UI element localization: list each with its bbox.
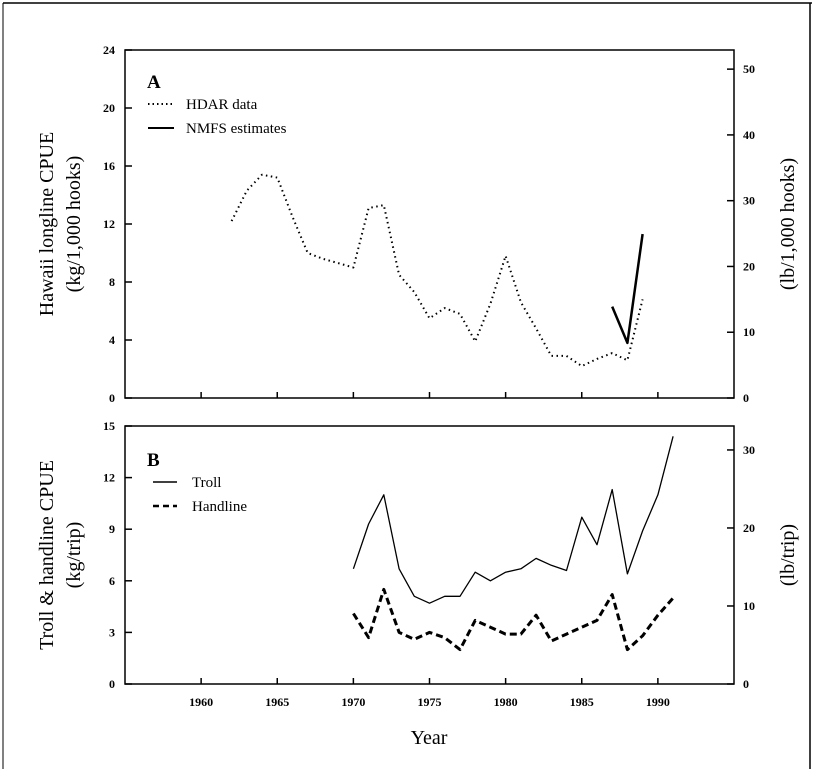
- panel-a-letter: A: [147, 72, 161, 93]
- x-tick-label: 1980: [494, 695, 518, 709]
- right-tick-label: 20: [743, 521, 755, 535]
- panel-b-y2label: (lb/trip): [777, 524, 799, 586]
- panel-b-ylabel-line1: Troll & handline CPUE: [36, 460, 58, 650]
- left-tick-label: 12: [103, 471, 115, 485]
- legend-troll-label: Troll: [192, 475, 221, 491]
- x-tick-label: 1990: [646, 695, 670, 709]
- panel-b-x-ticks: 1960 1965 1970 1975 1980 1985 1990: [189, 392, 670, 709]
- left-tick-label: 4: [109, 333, 115, 347]
- panel-a: A HDAR data NMFS estimates 0 4 8 12 16 20 24 0…: [36, 43, 799, 405]
- right-tick-label: 10: [743, 325, 755, 339]
- series-line-handline: [352, 587, 675, 652]
- left-tick-label: 12: [103, 217, 115, 231]
- left-tick-label: 0: [109, 677, 115, 691]
- left-tick-label: 15: [103, 419, 115, 433]
- left-tick-label: 24: [103, 43, 115, 57]
- left-tick-label: 8: [109, 275, 115, 289]
- x-tick-label: 1975: [418, 695, 442, 709]
- panel-a-ylabel-line2: (kg/1,000 hooks): [63, 156, 85, 293]
- panel-a-y2label: (lb/1,000 hooks): [777, 158, 799, 290]
- right-tick-label: 40: [743, 128, 755, 142]
- panel-b-ylabel-line2: (kg/trip): [63, 522, 85, 589]
- right-tick-label: 10: [743, 599, 755, 613]
- panel-b-left-ticks: 0 3 6 9 12 15: [103, 419, 132, 691]
- x-tick-label: 1960: [189, 695, 213, 709]
- series-line-troll: [352, 436, 674, 604]
- left-tick-label: 6: [109, 574, 115, 588]
- right-tick-label: 30: [743, 194, 755, 208]
- x-tick-label: 1985: [570, 695, 594, 709]
- legend-hdar-label: HDAR data: [186, 97, 258, 113]
- legend-handline-label: Handline: [192, 499, 247, 515]
- left-tick-label: 0: [109, 391, 115, 405]
- right-tick-label: 0: [743, 677, 749, 691]
- right-tick-label: 0: [743, 391, 749, 405]
- left-tick-label: 20: [103, 101, 115, 115]
- left-tick-label: 3: [109, 625, 115, 639]
- series-line-nmfs-estimates: [611, 233, 644, 345]
- panel-a-legend: HDAR data NMFS estimates: [148, 97, 287, 137]
- x-axis-label: Year: [411, 727, 448, 749]
- panel-b-legend: Troll Handline: [153, 475, 247, 515]
- panel-a-ylabel-line1: Hawaii longline CPUE: [36, 132, 58, 316]
- panel-b-letter: B: [147, 450, 160, 471]
- left-tick-label: 16: [103, 159, 115, 173]
- panel-a-left-ticks: 0 4 8 12 16 20 24: [103, 43, 132, 405]
- series-line-hdar-data: [230, 173, 644, 368]
- panel-b-series: [352, 436, 675, 652]
- right-tick-label: 30: [743, 443, 755, 457]
- right-tick-label: 20: [743, 259, 755, 273]
- panel-a-series: [230, 173, 644, 368]
- x-tick-label: 1965: [265, 695, 289, 709]
- left-tick-label: 9: [109, 522, 115, 536]
- panel-b-plot-area: [124, 425, 735, 685]
- x-tick-label: 1970: [341, 695, 365, 709]
- legend-nmfs-label: NMFS estimates: [186, 121, 287, 137]
- panel-a-right-ticks: 0 10 20 30 40 50: [727, 62, 755, 405]
- right-tick-label: 50: [743, 62, 755, 76]
- panel-b-right-ticks: 0 10 20 30: [727, 443, 755, 691]
